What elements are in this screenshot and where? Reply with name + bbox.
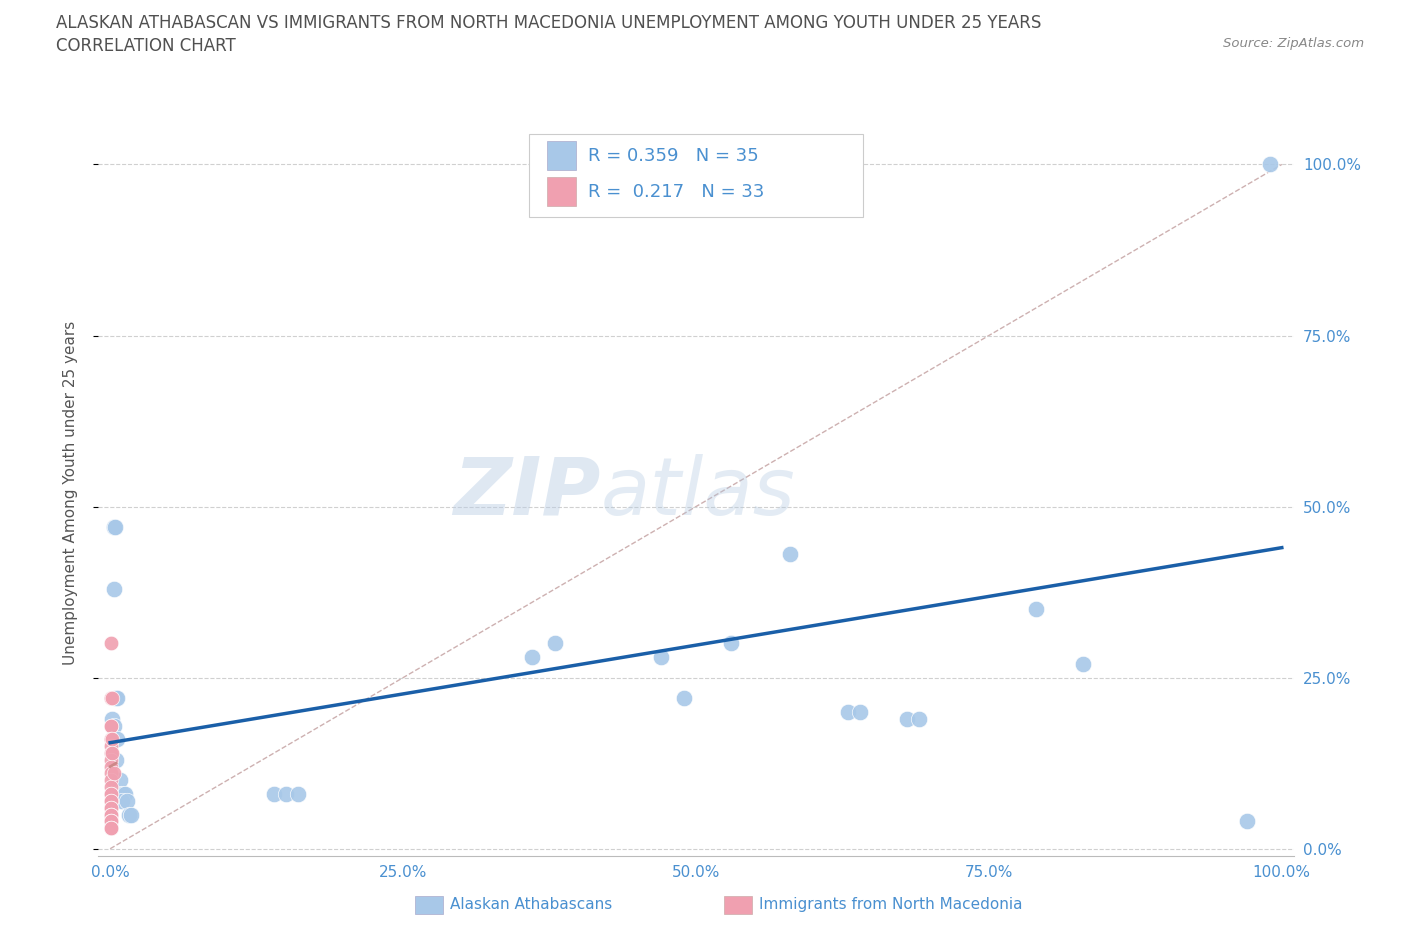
Point (105, 752, 128, 767)
Text: atlas: atlas (600, 454, 796, 532)
Point (1071, 657, 1094, 671)
Point (907, 711, 929, 726)
Point (100, 732, 122, 747)
Point (100, 779, 122, 794)
Point (101, 746, 124, 761)
Point (100, 807, 122, 822)
Point (100, 732, 122, 747)
Point (103, 718, 125, 733)
Point (110, 787, 132, 802)
Bar (547, 141, 576, 170)
Point (100, 814, 122, 829)
Point (100, 766, 122, 781)
Point (101, 711, 124, 726)
Point (100, 691, 122, 706)
Point (544, 636, 567, 651)
Point (287, 787, 309, 802)
Point (118, 807, 141, 822)
Text: R = 0.359   N = 35: R = 0.359 N = 35 (588, 147, 759, 165)
Point (100, 691, 122, 706)
Point (100, 800, 122, 815)
Text: Alaskan Athabascans: Alaskan Athabascans (450, 897, 612, 912)
Point (100, 807, 122, 822)
Point (100, 807, 122, 822)
Point (650, 650, 672, 665)
Bar (547, 178, 576, 206)
Point (111, 793, 134, 808)
Text: R =  0.217   N = 33: R = 0.217 N = 33 (588, 183, 765, 201)
Point (779, 547, 801, 562)
Point (100, 821, 122, 836)
Point (100, 759, 122, 774)
Point (100, 773, 122, 788)
Point (720, 636, 742, 651)
Point (103, 520, 125, 535)
Point (100, 821, 122, 836)
Point (105, 691, 128, 706)
Point (100, 814, 122, 829)
Point (101, 732, 124, 747)
Y-axis label: Unemployment Among Youth under 25 years: Unemployment Among Youth under 25 years (63, 321, 77, 665)
Point (100, 814, 122, 829)
Point (849, 704, 872, 719)
Point (115, 793, 138, 808)
Point (100, 752, 122, 767)
Point (105, 691, 128, 706)
Point (837, 704, 859, 719)
Point (709, 178, 731, 193)
Point (103, 581, 125, 596)
Point (100, 636, 122, 651)
Point (100, 718, 122, 733)
Point (114, 787, 136, 802)
FancyBboxPatch shape (529, 134, 863, 218)
Point (100, 793, 122, 808)
Point (105, 732, 128, 747)
Text: ZIP: ZIP (453, 454, 600, 532)
Point (100, 800, 122, 815)
Point (100, 787, 122, 802)
Text: CORRELATION CHART: CORRELATION CHART (56, 37, 236, 55)
Point (100, 821, 122, 836)
Point (1236, 814, 1258, 829)
Point (112, 787, 135, 802)
Text: Immigrants from North Macedonia: Immigrants from North Macedonia (759, 897, 1022, 912)
Point (100, 746, 122, 761)
Point (101, 691, 124, 706)
Point (104, 520, 127, 535)
Point (108, 773, 131, 788)
Point (100, 787, 122, 802)
Point (120, 807, 142, 822)
Point (520, 650, 543, 665)
Point (100, 718, 122, 733)
Point (1258, 157, 1281, 172)
Point (1025, 602, 1047, 617)
Point (673, 691, 696, 706)
Point (100, 738, 122, 753)
Point (274, 787, 297, 802)
Point (263, 787, 285, 802)
Point (896, 711, 918, 726)
Text: Source: ZipAtlas.com: Source: ZipAtlas.com (1223, 37, 1364, 50)
Text: ALASKAN ATHABASCAN VS IMMIGRANTS FROM NORTH MACEDONIA UNEMPLOYMENT AMONG YOUTH U: ALASKAN ATHABASCAN VS IMMIGRANTS FROM NO… (56, 14, 1042, 32)
Point (100, 793, 122, 808)
Point (103, 766, 125, 781)
